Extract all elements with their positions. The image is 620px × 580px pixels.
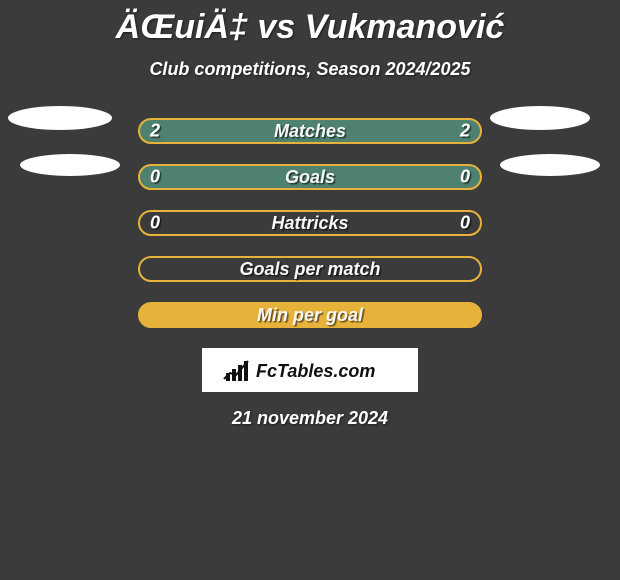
fctables-logo-icon: FcTables.com	[220, 355, 400, 385]
stat-row: Min per goal	[0, 302, 620, 328]
stat-label: Min per goal	[257, 305, 363, 326]
page-title: ÄŒuiÄ‡ vs Vukmanović	[0, 0, 620, 47]
comparison-card: ÄŒuiÄ‡ vs Vukmanović Club competitions, …	[0, 0, 620, 580]
stat-row: Goals per match	[0, 256, 620, 282]
stat-value-left: 0	[150, 213, 160, 234]
stat-row: Matches 2 2	[0, 118, 620, 144]
stat-label: Goals	[285, 167, 335, 188]
stat-bar: Matches	[138, 118, 482, 144]
stat-label: Hattricks	[271, 213, 348, 234]
ellipse-left	[20, 154, 120, 176]
stat-value-right: 2	[460, 121, 470, 142]
ellipse-right	[490, 106, 590, 130]
brand-text: FcTables.com	[256, 361, 375, 381]
stat-value-right: 0	[460, 213, 470, 234]
stat-bar: Goals per match	[138, 256, 482, 282]
stat-value-right: 0	[460, 167, 470, 188]
stat-row: Goals 0 0	[0, 164, 620, 190]
stat-value-left: 0	[150, 167, 160, 188]
stat-rows: Matches 2 2 Goals 0 0 Hattricks 0 0 Goals per mat…	[0, 118, 620, 328]
stat-bar: Goals	[138, 164, 482, 190]
ellipse-left	[8, 106, 112, 130]
stat-bar: Min per goal	[138, 302, 482, 328]
date-label: 21 november 2024	[0, 408, 620, 429]
ellipse-right	[500, 154, 600, 176]
stat-label: Goals per match	[239, 259, 380, 280]
page-subtitle: Club competitions, Season 2024/2025	[0, 59, 620, 80]
stat-row: Hattricks 0 0	[0, 210, 620, 236]
stat-value-left: 2	[150, 121, 160, 142]
brand-box: FcTables.com	[202, 348, 418, 392]
stat-label: Matches	[274, 121, 346, 142]
stat-bar: Hattricks	[138, 210, 482, 236]
